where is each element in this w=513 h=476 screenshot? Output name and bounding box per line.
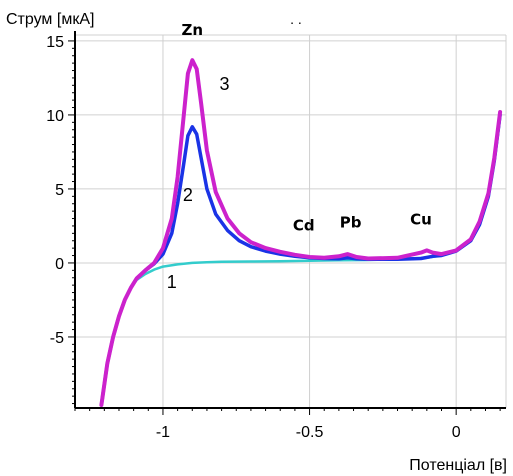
y-tick-label: 15	[46, 34, 64, 51]
labels: Zn Cd Pb Cu 3 2 1	[167, 21, 432, 292]
curve-number-label: 1	[167, 272, 177, 292]
x-tick-label: -1	[156, 424, 170, 441]
axes: -5 0 5 10 15 -1 -0.5 0	[46, 31, 506, 441]
series-line-3	[99, 58, 503, 407]
peak-label-cd: Cd	[293, 216, 315, 234]
peak-label-pb: Pb	[340, 213, 362, 231]
x-axis-title: Потенціал [в]	[409, 457, 507, 474]
y-tick-label: 10	[46, 108, 64, 125]
x-tick-label: 0	[452, 424, 461, 441]
y-tick-label: 5	[55, 182, 64, 199]
x-tick-label: -0.5	[296, 424, 324, 441]
top-marker-text: . .	[290, 11, 302, 27]
peak-label-zn: Zn	[181, 21, 203, 39]
grid	[75, 34, 507, 408]
curve-number-label: 3	[220, 74, 230, 94]
y-tick-label: 0	[55, 256, 64, 273]
curve-number-label: 2	[183, 185, 193, 205]
y-tick-label: -5	[50, 330, 64, 347]
y-axis-title: Струм [мкА]	[6, 11, 94, 28]
series-group	[99, 58, 503, 407]
peak-label-cu: Cu	[410, 210, 432, 228]
